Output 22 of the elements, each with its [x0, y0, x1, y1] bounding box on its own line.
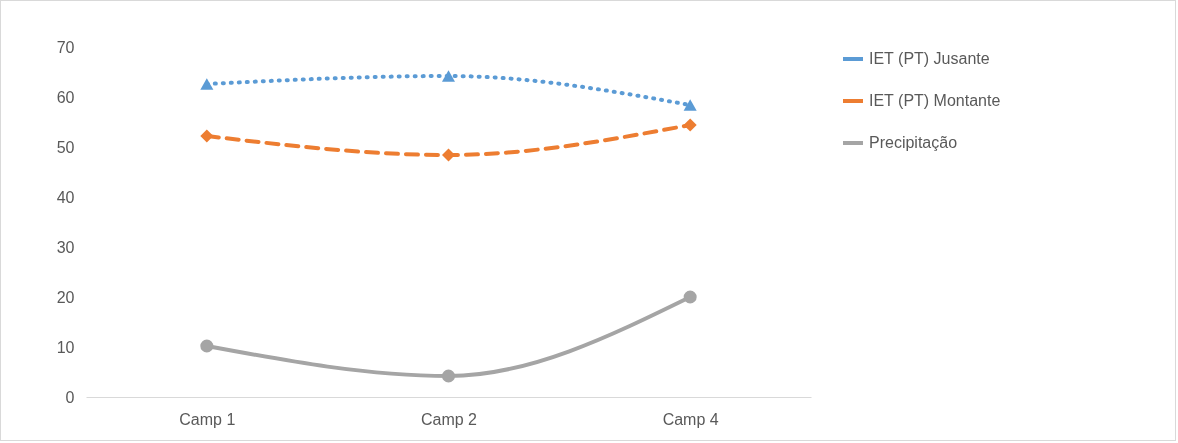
- legend-label: IET (PT) Montante: [869, 92, 1001, 109]
- point: [683, 290, 697, 304]
- y-tick-label: 10: [56, 338, 75, 356]
- point: [200, 129, 214, 143]
- y-tick-label: 60: [56, 88, 75, 106]
- x-tick-label: Camp 1: [179, 410, 236, 428]
- x-tick-label: Camp 2: [420, 410, 478, 428]
- y-tick-label: 70: [56, 38, 75, 56]
- point: [441, 369, 456, 383]
- y-tick-label: 50: [56, 138, 75, 156]
- y-tick-label: 30: [56, 238, 75, 256]
- point: [200, 78, 214, 90]
- x-tick-label: Camp 4: [662, 410, 719, 428]
- y-tick-label: 40: [56, 188, 75, 206]
- legend-label: IET (PT) Jusante: [869, 50, 990, 67]
- point: [441, 70, 456, 82]
- y-tick-label: 0: [65, 388, 75, 406]
- y-tick-label: 20: [56, 288, 75, 306]
- point: [683, 118, 697, 132]
- point: [200, 339, 214, 353]
- point: [683, 99, 697, 111]
- legend-label: Precipitação: [869, 134, 958, 151]
